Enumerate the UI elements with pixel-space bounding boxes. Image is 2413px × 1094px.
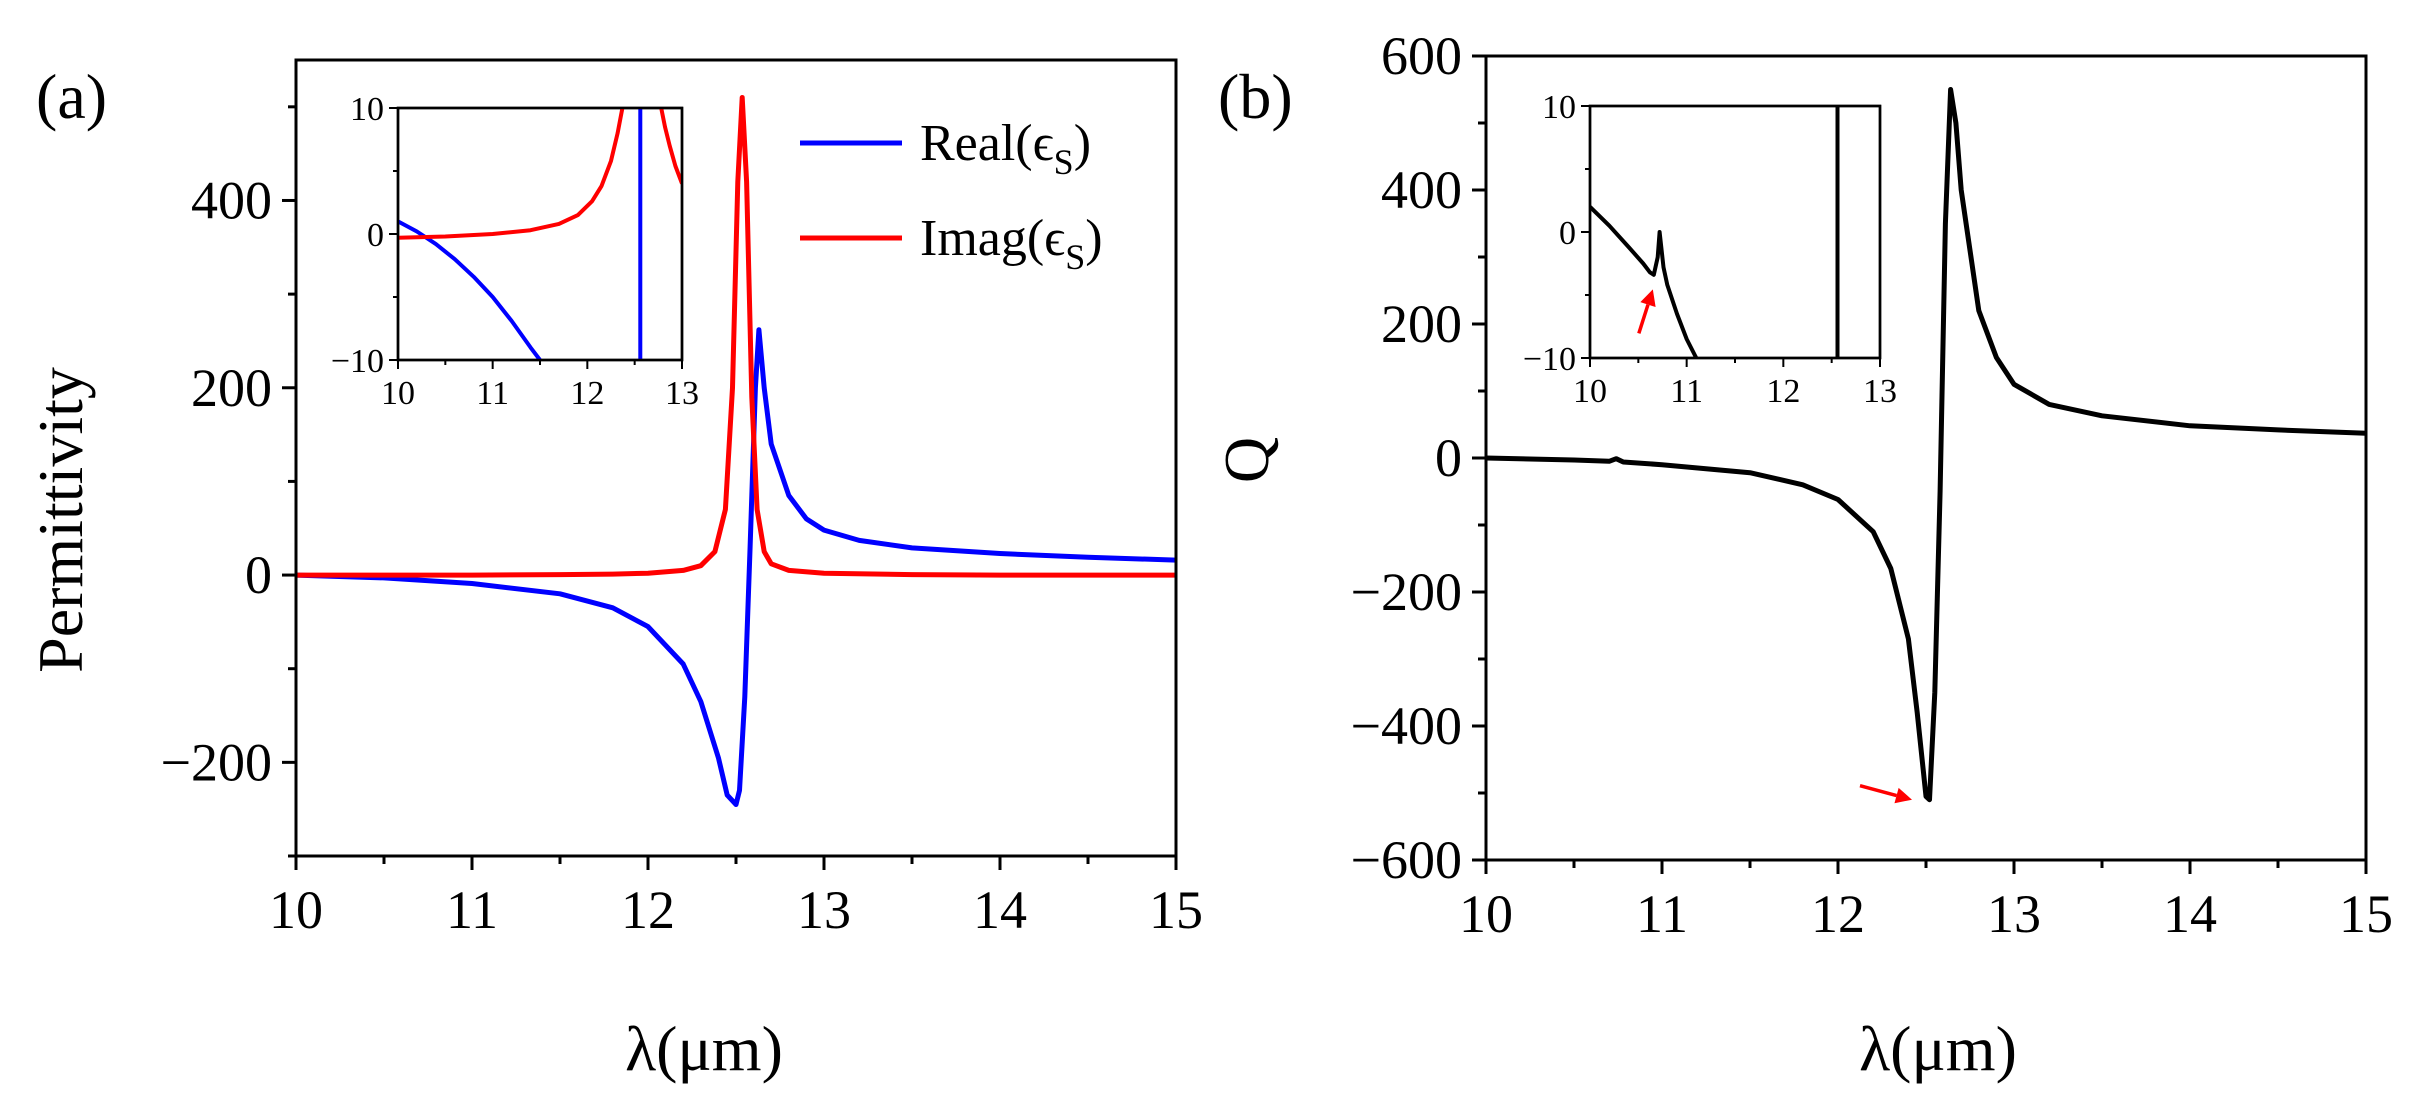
panel-b: (b) Q λ(μm) 10 11 12 13 14 15 −600 −400 −200 0 20… bbox=[1211, 26, 2393, 1084]
panel-b-arrow bbox=[1859, 784, 1912, 804]
panel-a-inset-xtick-label: 12 bbox=[570, 375, 604, 412]
panel-b-inset-clipped bbox=[1590, 106, 1840, 358]
panel-b-inset-xtick-label: 12 bbox=[1766, 373, 1800, 410]
panel-b-inset: 10 11 12 13 −10 0 10 bbox=[1523, 89, 1897, 410]
panel-b-xtick-label: 15 bbox=[2339, 884, 2393, 944]
panel-a-y-ticks: −200 0 200 400 bbox=[161, 105, 296, 858]
panel-b-ytick-label: 400 bbox=[1381, 160, 1462, 220]
panel-a-inset-border bbox=[396, 106, 684, 362]
panel-a-xtick-label: 13 bbox=[797, 880, 851, 940]
panel-a-ytick-label: −200 bbox=[161, 732, 272, 792]
panel-a-xtick-label: 10 bbox=[269, 880, 323, 940]
panel-a-x-ticks: 10 11 12 13 14 15 bbox=[269, 856, 1203, 940]
panel-b-inset-lines bbox=[1590, 106, 1840, 358]
panel-a-inset-ticks: 10 11 12 13 −10 0 10 bbox=[331, 91, 699, 412]
panel-a-inset-series-2 bbox=[398, 108, 625, 240]
panel-b-xtick-label: 10 bbox=[1459, 884, 1513, 944]
panel-b-xtick-label: 11 bbox=[1636, 884, 1688, 944]
panel-b-ytick-label: 0 bbox=[1435, 428, 1462, 488]
panel-b-xtick-label: 14 bbox=[2163, 884, 2217, 944]
panel-b-inset-ticks: 10 11 12 13 −10 0 10 bbox=[1523, 89, 1897, 410]
panel-b-ytick-label: −600 bbox=[1351, 830, 1462, 890]
panel-b-inset-ytick-label: −10 bbox=[1523, 341, 1576, 378]
panel-a-inset: 10 11 12 13 −10 0 10 bbox=[331, 91, 699, 412]
panel-b-inset-xtick-label: 11 bbox=[1670, 373, 1703, 410]
panel-a-legend: Real(ϵS) Imag(ϵS) bbox=[800, 115, 1103, 277]
panel-a-inset-xtick-label: 10 bbox=[381, 375, 415, 412]
panel-b-series-0 bbox=[1485, 87, 2367, 803]
panel-a-series-0 bbox=[295, 327, 1177, 807]
panel-a-ylabel: Permittivity bbox=[25, 367, 96, 673]
panel-b-lines bbox=[1485, 87, 2367, 803]
panel-b-inset-xtick-label: 10 bbox=[1573, 373, 1607, 410]
panel-a-ytick-label: 200 bbox=[191, 358, 272, 418]
panel-b-ytick-label: 200 bbox=[1381, 294, 1462, 354]
panel-b-xlabel: λ(μm) bbox=[1859, 1013, 2017, 1084]
panel-b-inset-frame bbox=[1588, 104, 1882, 360]
panel-b-inset-arrow-head bbox=[1640, 289, 1656, 308]
panel-b-ytick-label: −200 bbox=[1351, 562, 1462, 622]
legend-label-real: Real(ϵS) bbox=[920, 115, 1091, 182]
panel-b-label: (b) bbox=[1218, 61, 1293, 132]
panel-a-inset-ytick-label: 0 bbox=[367, 217, 384, 254]
panel-b-ytick-label: 600 bbox=[1381, 26, 1462, 86]
panel-a-label: (a) bbox=[36, 61, 107, 132]
panel-a-inset-ytick-label: 10 bbox=[350, 91, 384, 128]
panel-b-inset-ytick-label: 0 bbox=[1559, 215, 1576, 252]
panel-b-inset-border bbox=[1588, 104, 1882, 360]
panel-a-inset-xtick-label: 11 bbox=[476, 375, 509, 412]
panel-a-ytick-label: 0 bbox=[245, 545, 272, 605]
panel-b-inset-series-0 bbox=[1590, 205, 1699, 358]
panel-a-frame bbox=[294, 58, 1178, 858]
panel-b-arrow-head bbox=[1894, 787, 1912, 804]
panel-a-inset-xtick-label: 13 bbox=[665, 375, 699, 412]
panel-a: (a) Permittivity λ(μm) 10 11 12 13 14 15 −200… bbox=[25, 58, 1203, 1084]
panel-b-ylabel: Q bbox=[1211, 437, 1282, 483]
panel-b-x-ticks: 10 11 12 13 14 15 bbox=[1459, 860, 2393, 944]
panel-b-inset-arrow-shaft bbox=[1637, 304, 1650, 334]
panel-a-xtick-label: 14 bbox=[973, 880, 1027, 940]
panel-a-xtick-label: 15 bbox=[1149, 880, 1203, 940]
panel-a-inset-ytick-label: −10 bbox=[331, 343, 384, 380]
panel-b-inset-ytick-label: 10 bbox=[1542, 89, 1576, 126]
panel-b-frame bbox=[1484, 54, 2368, 862]
panel-b-xtick-label: 13 bbox=[1987, 884, 2041, 944]
panel-b-inset-arrow bbox=[1637, 289, 1656, 334]
panel-b-xtick-label: 12 bbox=[1811, 884, 1865, 944]
panel-a-lines bbox=[295, 95, 1177, 807]
panel-b-ytick-label: −400 bbox=[1351, 696, 1462, 756]
panel-a-xtick-label: 11 bbox=[446, 880, 498, 940]
panel-b-inset-xtick-label: 13 bbox=[1863, 373, 1897, 410]
panel-b-arrow-shaft bbox=[1859, 784, 1898, 798]
panel-a-ytick-label: 400 bbox=[191, 170, 272, 230]
legend-label-imag: Imag(ϵS) bbox=[920, 210, 1103, 277]
panel-a-series-1 bbox=[296, 95, 1176, 578]
panel-a-inset-lines bbox=[398, 108, 682, 360]
panel-b-y-ticks: −600 −400 −200 0 200 400 600 bbox=[1351, 26, 1486, 890]
panel-a-inset-clipped bbox=[398, 108, 682, 360]
panel-a-xlabel: λ(μm) bbox=[625, 1013, 783, 1084]
panel-a-inset-series-3 bbox=[659, 108, 682, 185]
panel-a-xtick-label: 12 bbox=[621, 880, 675, 940]
